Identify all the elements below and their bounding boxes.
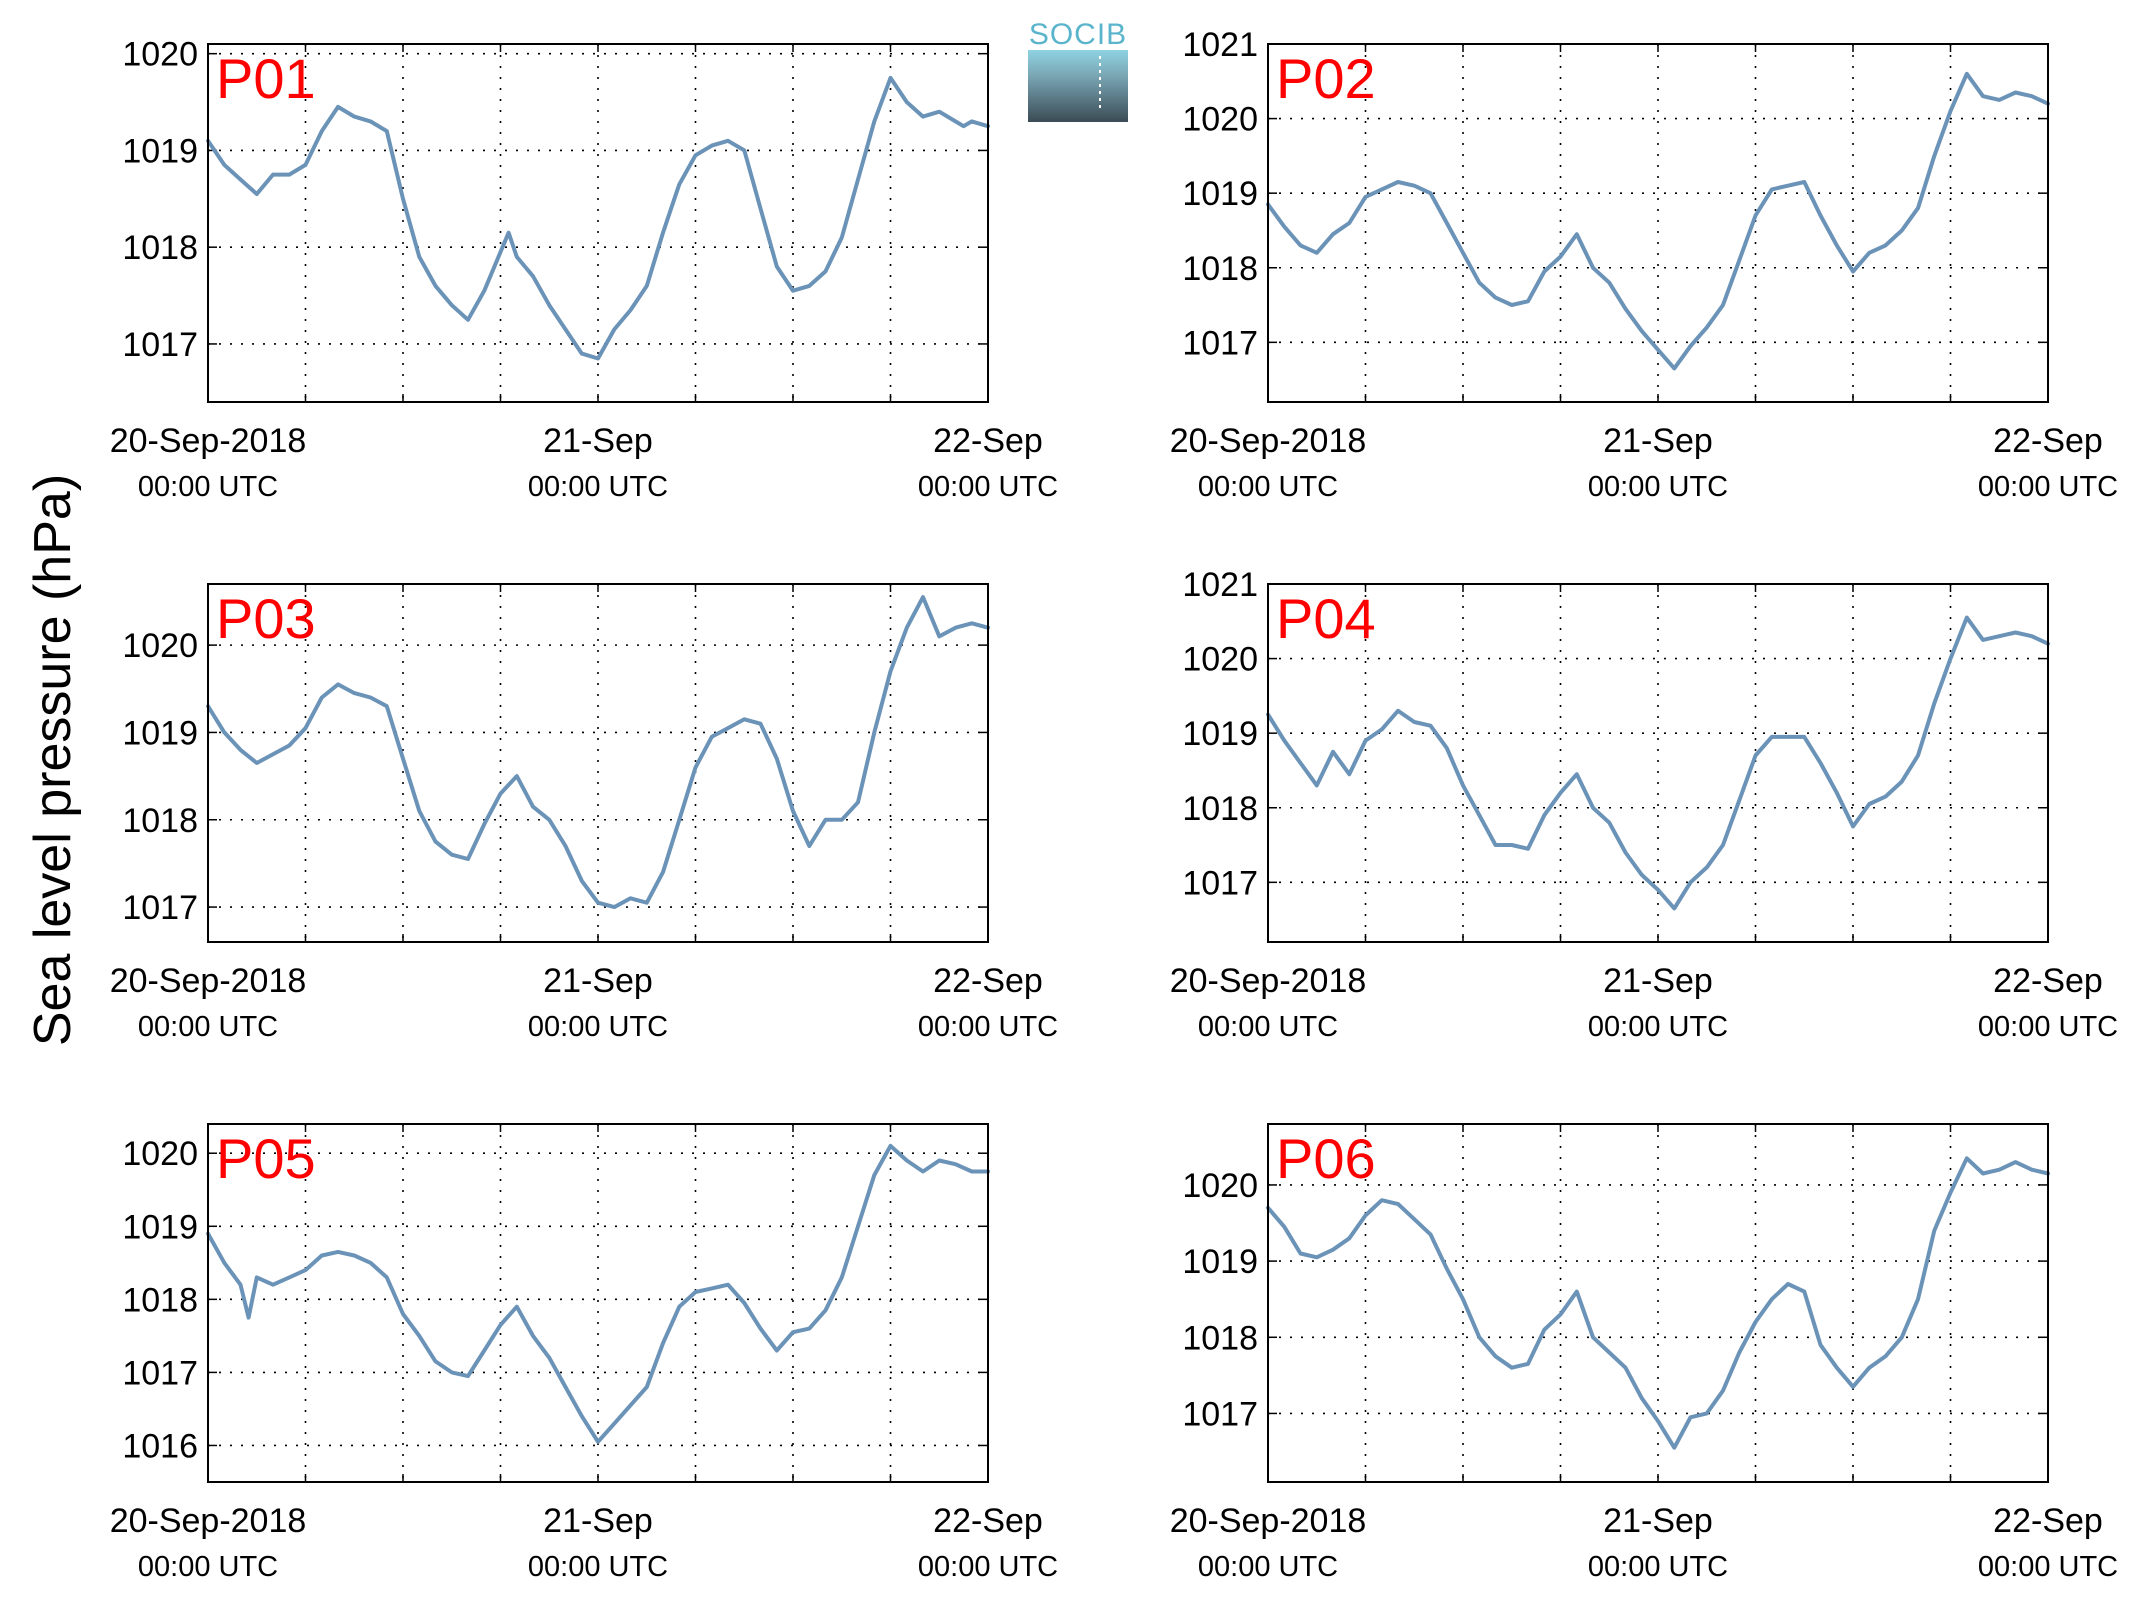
axes-box (207, 43, 989, 403)
panel-p06: 1017 1018 1019 1020 20-Sep-2018 00:00 UTC 21-S… (1170, 1123, 2118, 1583)
y-tick-label: 1019 (122, 132, 198, 170)
y-tick-label: 1019 (122, 714, 198, 752)
x-tick-sublabel: 00:00 UTC (1978, 471, 2118, 503)
x-tick-sublabel: 00:00 UTC (1978, 1551, 2118, 1583)
x-tick-label: 22-Sep (1993, 422, 2103, 460)
x-tick-sublabel: 00:00 UTC (138, 1551, 278, 1583)
x-tick-sublabel: 00:00 UTC (1588, 1551, 1728, 1583)
y-tick-label: 1017 (122, 889, 198, 927)
x-tick-label: 20-Sep-2018 (110, 1502, 307, 1540)
x-tick-label: 22-Sep (933, 422, 1043, 460)
panel-label: P05 (216, 1127, 316, 1190)
panel-label: P02 (1276, 47, 1376, 110)
x-tick-label: 21-Sep (1603, 422, 1713, 460)
x-tick-sublabel: 00:00 UTC (1588, 1011, 1728, 1043)
x-tick-sublabel: 00:00 UTC (138, 1011, 278, 1043)
panel-label: P03 (216, 587, 316, 650)
y-tick-label: 1019 (1182, 1243, 1258, 1281)
panel-p05: 1016 1017 1018 1019 1020 20-Sep-2018 00:00 UTC… (110, 1123, 1058, 1583)
x-tick-label: 21-Sep (1603, 962, 1713, 1000)
y-tick-label: 1017 (1182, 324, 1258, 362)
x-tick-label: 20-Sep-2018 (1170, 962, 1367, 1000)
x-tick-label: 22-Sep (933, 962, 1043, 1000)
x-tick-sublabel: 00:00 UTC (918, 1551, 1058, 1583)
x-tick-label: 21-Sep (543, 962, 653, 1000)
panel-label: P06 (1276, 1127, 1376, 1190)
y-tick-label: 1020 (122, 36, 198, 74)
axes-box (207, 583, 989, 943)
x-tick-label: 21-Sep (543, 1502, 653, 1540)
panel-p01: 1017 1018 1019 1020 20-Sep-2018 00:00 UTC 21-S… (110, 36, 1058, 503)
series-line (206, 595, 990, 910)
panel-p04: 1017 1018 1019 1020 1021 20-Sep-2018 00:00 UTC… (1170, 566, 2118, 1043)
x-tick-sublabel: 00:00 UTC (528, 1011, 668, 1043)
axes-box (207, 1123, 989, 1483)
logo-text: SOCIB (1029, 18, 1127, 51)
series-line (1266, 1156, 2050, 1450)
x-tick-label: 20-Sep-2018 (1170, 1502, 1367, 1540)
y-tick-label: 1019 (1182, 715, 1258, 753)
y-tick-label: 1019 (1182, 175, 1258, 213)
series-line (1266, 615, 2050, 911)
series-line (206, 75, 990, 361)
x-tick-label: 20-Sep-2018 (110, 422, 307, 460)
x-tick-label: 22-Sep (933, 1502, 1043, 1540)
y-tick-label: 1017 (122, 1354, 198, 1392)
y-tick-label: 1018 (1182, 250, 1258, 288)
y-tick-label: 1020 (1182, 1167, 1258, 1205)
y-tick-label: 1016 (122, 1427, 198, 1465)
y-axis-label: Sea level pressure (hPa) (24, 474, 82, 1046)
y-tick-label: 1018 (122, 229, 198, 267)
x-tick-sublabel: 00:00 UTC (1198, 1011, 1338, 1043)
axes-box (1267, 1123, 2049, 1483)
y-tick-label: 1018 (1182, 790, 1258, 828)
y-tick-label: 1017 (1182, 864, 1258, 902)
x-tick-label: 20-Sep-2018 (110, 962, 307, 1000)
axes-box (1267, 583, 2049, 943)
axes-box (1267, 43, 2049, 403)
x-tick-sublabel: 00:00 UTC (138, 471, 278, 503)
x-tick-sublabel: 00:00 UTC (528, 1551, 668, 1583)
y-tick-label: 1017 (122, 326, 198, 364)
x-tick-label: 22-Sep (1993, 962, 2103, 1000)
y-tick-label: 1020 (122, 627, 198, 665)
x-tick-label: 22-Sep (1993, 1502, 2103, 1540)
x-tick-label: 20-Sep-2018 (1170, 422, 1367, 460)
y-tick-label: 1020 (1182, 641, 1258, 679)
panel-label: P04 (1276, 587, 1376, 650)
x-tick-sublabel: 00:00 UTC (1198, 1551, 1338, 1583)
panel-p02: 1017 1018 1019 1020 1021 20-Sep-2018 00:00 UTC… (1170, 26, 2118, 503)
y-tick-label: 1018 (1182, 1319, 1258, 1357)
x-tick-sublabel: 00:00 UTC (1978, 1011, 2118, 1043)
x-tick-sublabel: 00:00 UTC (918, 471, 1058, 503)
y-tick-label: 1018 (122, 802, 198, 840)
y-tick-label: 1017 (1182, 1395, 1258, 1433)
x-tick-sublabel: 00:00 UTC (1198, 471, 1338, 503)
x-tick-label: 21-Sep (543, 422, 653, 460)
socib-logo: SOCIB (1028, 18, 1128, 122)
x-tick-sublabel: 00:00 UTC (1588, 471, 1728, 503)
series-line (206, 1143, 990, 1444)
y-tick-label: 1020 (122, 1135, 198, 1173)
series-line (1266, 71, 2050, 371)
x-tick-label: 21-Sep (1603, 1502, 1713, 1540)
y-tick-label: 1020 (1182, 101, 1258, 139)
panel-label: P01 (216, 47, 316, 110)
panel-p03: 1017 1018 1019 1020 20-Sep-2018 00:00 UTC 21-S… (110, 583, 1058, 1043)
y-tick-label: 1021 (1182, 566, 1258, 604)
y-tick-label: 1021 (1182, 26, 1258, 64)
x-tick-sublabel: 00:00 UTC (918, 1011, 1058, 1043)
y-tick-label: 1019 (122, 1208, 198, 1246)
x-tick-sublabel: 00:00 UTC (528, 471, 668, 503)
y-tick-label: 1018 (122, 1281, 198, 1319)
